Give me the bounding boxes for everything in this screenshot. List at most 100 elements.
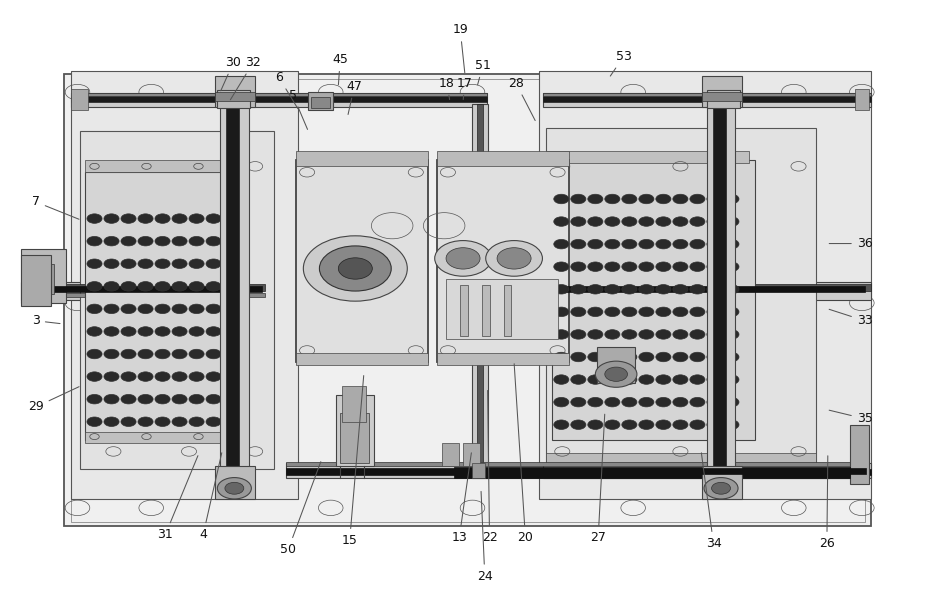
Text: 3: 3 [32, 314, 60, 327]
Text: 22: 22 [481, 390, 497, 544]
Circle shape [217, 478, 251, 499]
Text: 26: 26 [818, 456, 834, 550]
Circle shape [570, 397, 585, 407]
Circle shape [706, 217, 721, 226]
Circle shape [672, 194, 687, 204]
Text: 27: 27 [590, 414, 605, 544]
Circle shape [587, 397, 602, 407]
Circle shape [689, 330, 704, 339]
Bar [21, 249, 66, 303]
Circle shape [587, 285, 602, 294]
Circle shape [723, 262, 738, 271]
Circle shape [621, 420, 636, 429]
Circle shape [303, 236, 407, 301]
Circle shape [206, 282, 221, 291]
Bar [295, 151, 428, 166]
Bar [543, 469, 870, 475]
Circle shape [172, 327, 187, 336]
Circle shape [570, 217, 585, 226]
Text: 29: 29 [28, 387, 79, 413]
Bar [336, 395, 374, 466]
Circle shape [604, 420, 619, 429]
Bar [546, 453, 815, 466]
Circle shape [138, 394, 153, 404]
Circle shape [723, 420, 738, 429]
Text: 33: 33 [828, 309, 871, 327]
Circle shape [604, 217, 619, 226]
Bar [80, 131, 274, 469]
Circle shape [723, 217, 738, 226]
Circle shape [155, 304, 170, 314]
Circle shape [689, 194, 704, 204]
Bar [311, 97, 329, 108]
Bar [21, 293, 264, 297]
Circle shape [553, 375, 568, 384]
Bar [295, 353, 428, 365]
Circle shape [172, 236, 187, 246]
Circle shape [155, 417, 170, 426]
Bar [85, 432, 231, 443]
Circle shape [104, 304, 119, 314]
Circle shape [672, 262, 687, 271]
Circle shape [689, 285, 704, 294]
Circle shape [138, 349, 153, 359]
Circle shape [138, 327, 153, 336]
Circle shape [689, 307, 704, 317]
Circle shape [723, 194, 738, 204]
Text: 34: 34 [700, 453, 720, 550]
Bar [442, 443, 459, 466]
Circle shape [206, 417, 221, 426]
Circle shape [723, 285, 738, 294]
Circle shape [621, 239, 636, 249]
Circle shape [689, 262, 704, 271]
Circle shape [87, 282, 102, 291]
Circle shape [206, 372, 221, 381]
Circle shape [604, 194, 619, 204]
Circle shape [553, 420, 568, 429]
Circle shape [655, 375, 670, 384]
Bar [226, 98, 239, 484]
Circle shape [138, 304, 153, 314]
Circle shape [189, 349, 204, 359]
Bar [215, 466, 255, 499]
Circle shape [655, 262, 670, 271]
Circle shape [655, 194, 670, 204]
Circle shape [587, 239, 602, 249]
Circle shape [553, 239, 568, 249]
Circle shape [553, 352, 568, 362]
Text: 4: 4 [199, 453, 222, 541]
Bar [538, 284, 870, 291]
Circle shape [706, 375, 721, 384]
Bar [477, 104, 482, 478]
Bar [463, 443, 480, 466]
Circle shape [638, 217, 653, 226]
Circle shape [638, 330, 653, 339]
Circle shape [604, 307, 619, 317]
Circle shape [570, 352, 585, 362]
Bar [286, 462, 864, 466]
Circle shape [155, 259, 170, 268]
Circle shape [570, 307, 585, 317]
Circle shape [189, 282, 204, 291]
Circle shape [570, 420, 585, 429]
Circle shape [553, 262, 568, 271]
Circle shape [706, 330, 721, 339]
Circle shape [104, 259, 119, 268]
Bar [85, 160, 231, 172]
Circle shape [87, 259, 102, 268]
Text: 5: 5 [289, 89, 307, 129]
Text: 18: 18 [439, 77, 454, 100]
Circle shape [172, 282, 187, 291]
Bar [342, 386, 365, 422]
Circle shape [638, 352, 653, 362]
Circle shape [621, 352, 636, 362]
Bar [538, 71, 870, 499]
Circle shape [604, 375, 619, 384]
Bar [546, 468, 865, 474]
Circle shape [434, 241, 491, 276]
Bar [546, 128, 815, 466]
Bar [21, 282, 264, 300]
Circle shape [138, 372, 153, 381]
Circle shape [225, 482, 244, 494]
Circle shape [723, 352, 738, 362]
